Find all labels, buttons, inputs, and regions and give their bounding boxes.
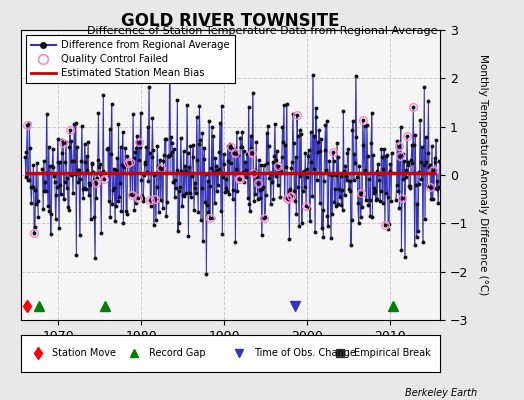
Title: GOLD RIVER TOWNSITE: GOLD RIVER TOWNSITE [122, 12, 340, 30]
Text: Berkeley Earth: Berkeley Earth [405, 388, 477, 398]
Y-axis label: Monthly Temperature Anomaly Difference (°C): Monthly Temperature Anomaly Difference (… [478, 54, 488, 296]
Text: Difference of Station Temperature Data from Regional Average: Difference of Station Temperature Data f… [87, 26, 437, 36]
Legend: Difference from Regional Average, Quality Control Failed, Estimated Station Mean: Difference from Regional Average, Qualit… [26, 35, 235, 83]
